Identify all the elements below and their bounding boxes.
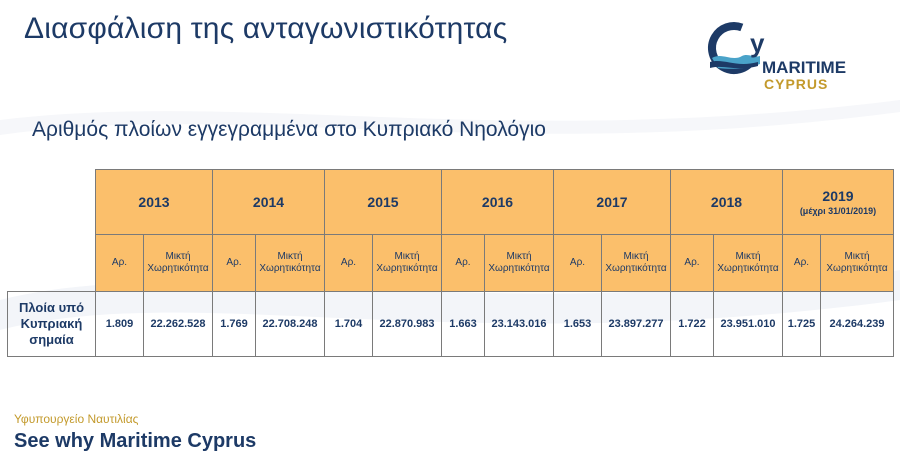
year-header-2013: 2013 [95,169,213,235]
count-cell: 1.653 [553,291,602,357]
year-header-2019: 2019 (μέχρι 31/01/2019) [782,169,894,235]
count-header: Αρ. [212,234,256,292]
slogan: See why Maritime Cyprus [14,430,257,452]
tonnage-cell: 23.143.016 [484,291,554,357]
tonnage-header: Μικτή Χωρητικότητα [255,234,325,292]
count-header: Αρ. [324,234,373,292]
tonnage-header: Μικτή Χωρητικότητα [484,234,554,292]
tonnage-cell: 22.870.983 [372,291,442,357]
count-cell: 1.769 [212,291,256,357]
count-cell: 1.809 [95,291,144,357]
corner-cell [8,170,96,235]
registry-table: 2013 2014 2015 2016 2017 2018 2019 (μέχρι… [7,169,894,357]
table-row: Πλοία υπό Κυπριακή σημαία 1.809 22.262.5… [7,291,894,357]
logo-letter: y [750,28,765,58]
year-header-2015: 2015 [324,169,442,235]
count-cell: 1.663 [441,291,485,357]
row-label: Πλοία υπό Κυπριακή σημαία [7,291,96,357]
tonnage-cell: 23.951.010 [713,291,783,357]
page-title: Διασφάλιση της ανταγωνιστικότητας [24,12,508,45]
logo-word-cyprus: CYPRUS [764,76,829,92]
year-header-2014: 2014 [212,169,325,235]
count-header: Αρ. [441,234,485,292]
tonnage-header: Μικτή Χωρητικότητα [820,234,894,292]
logo-word-maritime: MARITIME [762,58,847,77]
year-header-row: 2013 2014 2015 2016 2017 2018 2019 (μέχρι… [8,169,894,235]
year-header-2016: 2016 [441,169,554,235]
count-cell: 1.725 [782,291,821,357]
tonnage-cell: 22.708.248 [255,291,325,357]
tonnage-header: Μικτή Χωρητικότητα [713,234,783,292]
count-header: Αρ. [553,234,602,292]
count-header: Αρ. [95,234,144,292]
tonnage-header: Μικτή Χωρητικότητα [601,234,671,292]
count-header: Αρ. [782,234,821,292]
year-header-2018: 2018 [670,169,783,235]
tonnage-cell: 22.262.528 [143,291,213,357]
year-header-2017: 2017 [553,169,671,235]
count-header: Αρ. [670,234,714,292]
year-note: (μέχρι 31/01/2019) [799,206,877,216]
corner-cell [8,235,96,292]
sub-header-row: Αρ. Μικτή Χωρητικότητα Αρ. Μικτή Χωρητικ… [8,234,894,292]
logo-emblem-icon [708,21,760,74]
ministry-label: Υφυπουργείο Ναυτιλίας [14,412,139,426]
count-cell: 1.722 [670,291,714,357]
maritime-cyprus-logo: y MARITIME CYPRUS [706,18,856,98]
tonnage-cell: 23.897.277 [601,291,671,357]
count-cell: 1.704 [324,291,373,357]
tonnage-header: Μικτή Χωρητικότητα [372,234,442,292]
section-subtitle: Αριθμός πλοίων εγγεγραμμένα στο Κυπριακό… [32,118,546,141]
tonnage-cell: 24.264.239 [820,291,894,357]
tonnage-header: Μικτή Χωρητικότητα [143,234,213,292]
